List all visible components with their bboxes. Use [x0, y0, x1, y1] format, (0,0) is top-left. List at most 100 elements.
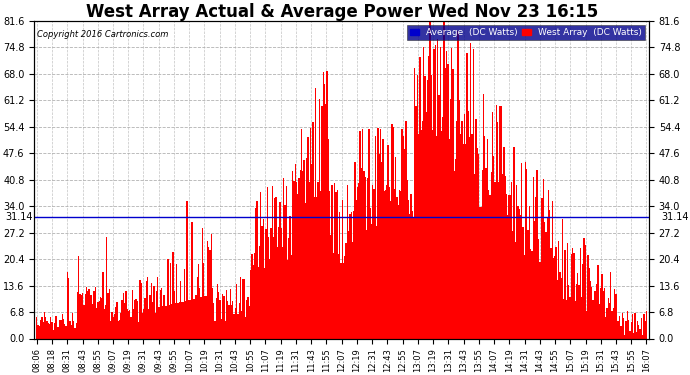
Bar: [172, 252, 174, 339]
Bar: [571, 254, 572, 339]
Bar: [206, 296, 207, 339]
Bar: [474, 174, 475, 339]
Bar: [286, 186, 287, 339]
Bar: [599, 304, 600, 339]
Bar: [361, 168, 362, 339]
Bar: [367, 178, 368, 339]
Bar: [375, 136, 376, 339]
Bar: [208, 247, 209, 339]
Bar: [240, 277, 241, 339]
Bar: [501, 105, 502, 339]
Bar: [632, 315, 633, 339]
Bar: [533, 177, 534, 339]
Bar: [388, 187, 390, 339]
Bar: [290, 255, 292, 339]
Bar: [560, 278, 562, 339]
Bar: [500, 106, 501, 339]
Bar: [82, 293, 83, 339]
Bar: [448, 139, 450, 339]
Bar: [393, 127, 394, 339]
Bar: [254, 254, 255, 339]
Bar: [228, 304, 230, 339]
Bar: [337, 190, 338, 339]
Bar: [584, 245, 586, 339]
Bar: [575, 301, 576, 339]
Bar: [161, 288, 162, 339]
Bar: [322, 72, 324, 339]
Bar: [586, 311, 587, 339]
Bar: [153, 285, 155, 339]
Bar: [233, 314, 235, 339]
Bar: [441, 131, 442, 339]
Bar: [146, 281, 147, 339]
Bar: [66, 326, 67, 339]
Bar: [268, 237, 269, 339]
Bar: [503, 147, 504, 339]
Bar: [455, 159, 456, 339]
Bar: [210, 234, 212, 339]
Bar: [81, 296, 82, 339]
Bar: [557, 280, 558, 339]
Bar: [400, 191, 402, 339]
Bar: [36, 317, 37, 339]
Bar: [156, 291, 157, 339]
Bar: [413, 217, 414, 339]
Bar: [635, 332, 637, 339]
Bar: [40, 320, 41, 339]
Bar: [353, 211, 355, 339]
Bar: [96, 308, 97, 339]
Bar: [63, 319, 64, 339]
Bar: [445, 68, 446, 339]
Bar: [607, 309, 608, 339]
Bar: [314, 196, 315, 339]
Bar: [86, 287, 87, 339]
Bar: [395, 158, 396, 339]
Bar: [266, 187, 268, 339]
Bar: [259, 246, 260, 339]
Bar: [150, 283, 152, 339]
Bar: [376, 226, 377, 339]
Bar: [357, 187, 358, 339]
Bar: [316, 197, 317, 339]
Bar: [466, 53, 468, 339]
Bar: [126, 309, 128, 339]
Bar: [451, 48, 453, 339]
Bar: [372, 185, 373, 339]
Bar: [554, 256, 555, 339]
Bar: [265, 229, 266, 339]
Bar: [315, 88, 316, 339]
Bar: [124, 303, 126, 339]
Bar: [43, 312, 45, 339]
Bar: [424, 76, 426, 339]
Bar: [444, 21, 445, 339]
Bar: [436, 135, 437, 339]
Bar: [631, 322, 632, 339]
Bar: [422, 121, 423, 339]
Bar: [253, 265, 254, 339]
Bar: [620, 326, 622, 339]
Bar: [203, 262, 204, 339]
Bar: [181, 302, 183, 339]
Bar: [194, 298, 195, 339]
Bar: [88, 289, 90, 339]
Bar: [79, 294, 81, 339]
Bar: [580, 248, 581, 339]
Bar: [347, 185, 348, 339]
Bar: [313, 122, 314, 339]
Bar: [304, 160, 305, 339]
Bar: [132, 290, 133, 339]
Bar: [57, 327, 58, 339]
Bar: [197, 278, 198, 339]
Bar: [399, 190, 400, 339]
Bar: [590, 281, 591, 339]
Bar: [92, 304, 93, 339]
Bar: [349, 214, 351, 339]
Bar: [591, 287, 593, 339]
Bar: [39, 326, 40, 339]
Bar: [180, 281, 181, 339]
Bar: [552, 201, 553, 339]
Bar: [633, 333, 634, 339]
Bar: [601, 274, 602, 339]
Bar: [59, 320, 60, 339]
Bar: [363, 171, 364, 339]
